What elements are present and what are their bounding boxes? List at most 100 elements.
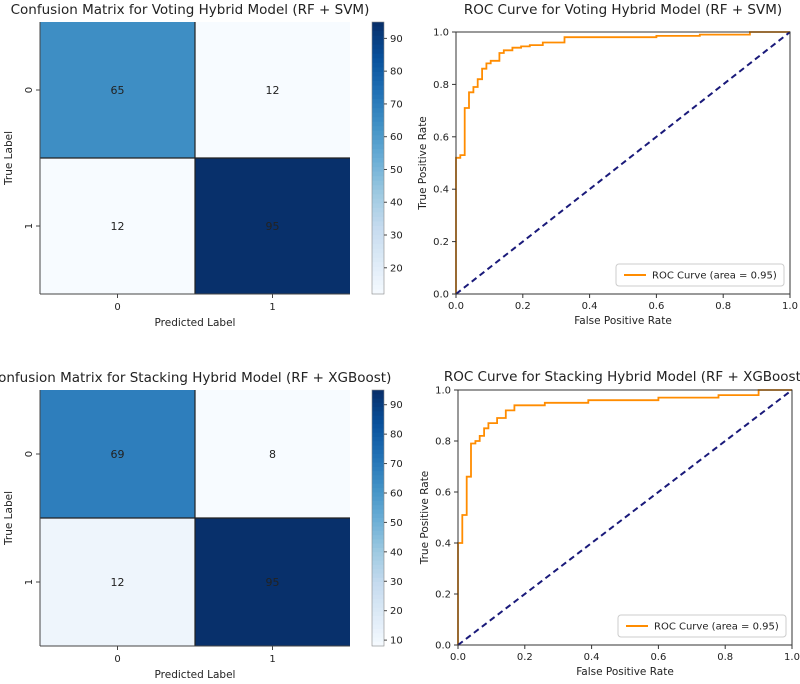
x-axis-label: False Positive Rate [576,666,674,678]
colorbar-segment [372,428,384,434]
colorbar-segment [372,624,384,630]
y-tick-label: 1 [24,223,35,229]
colorbar-tick-label: 60 [390,488,403,499]
colorbar-tick-label: 70 [390,99,403,110]
matrix-cell [195,390,350,518]
colorbar-tick-label: 20 [390,263,403,274]
legend-label: ROC Curve (area = 0.95) [654,622,779,633]
x-tick-label: 0.6 [648,301,664,312]
colorbar-segment [372,58,384,64]
colorbar-segment [372,432,384,438]
colorbar-segment [372,436,384,442]
colorbar-segment [372,530,384,536]
y-tick-label: 1.0 [433,28,449,39]
colorbar-segment [372,407,384,412]
x-tick-label: 0.6 [650,652,666,663]
colorbar-segment [372,171,384,177]
colorbar-segment [372,212,384,218]
colorbar-segment [372,126,384,132]
colorbar-segment [372,633,384,639]
x-tick-label: 0.2 [517,652,533,663]
colorbar-segment [372,117,384,123]
colorbar-segment [372,462,384,468]
y-axis-label: True Positive Rate [417,116,429,211]
x-axis-label: Predicted Label [155,669,236,681]
colorbar-tick-label: 60 [390,132,403,143]
colorbar-segment [372,99,384,105]
colorbar-segment [372,144,384,150]
colorbar-segment [372,394,384,400]
colorbar-segment [372,607,384,613]
colorbar-segment [372,454,384,459]
colorbar-segment [372,458,384,464]
colorbar-segment [372,85,384,91]
colorbar-segment [372,445,384,451]
colorbar-segment [372,569,384,575]
y-tick-label: 0.6 [435,488,451,499]
y-tick-label: 0.8 [435,437,451,448]
colorbar-segment [372,402,384,408]
colorbar-segment [372,198,384,204]
chart-title: ROC Curve for Stacking Hybrid Model (RF … [444,369,800,385]
y-tick-label: 0.0 [433,290,449,301]
colorbar: 10 20 30 40 50 60 70 80 90 [371,389,403,647]
x-tick-label: 1 [269,302,275,313]
matrix-cell [195,22,350,158]
colorbar-segment [372,560,384,566]
colorbar-frame [371,389,385,647]
colorbar-segment [372,573,384,579]
chart-title: Confusion Matrix for Voting Hybrid Model… [11,2,370,18]
cell-value: 69 [111,448,125,461]
colorbar-segment [372,158,384,164]
colorbar-segment [372,441,384,447]
cell-value: 8 [269,448,276,461]
colorbar-segment [372,253,384,259]
colorbar-segment [372,289,384,295]
colorbar-segment [372,139,384,145]
x-tick-label: 0.4 [584,652,600,663]
colorbar-segment [372,235,384,241]
colorbar-segment [372,522,384,528]
colorbar-segment [372,475,384,481]
colorbar-segment [372,49,384,55]
colorbar-segment [372,552,384,557]
colorbar-segment [372,257,384,263]
colorbar-segment [372,424,384,429]
cell-value: 95 [266,576,280,589]
roc-curve-line [457,389,792,645]
colorbar-segment [372,641,384,647]
colorbar-segment [372,103,384,109]
colorbar-segment [372,262,384,268]
cell-value: 12 [111,576,125,589]
x-tick-label: 1.0 [784,652,800,663]
colorbar-tick-label: 40 [390,547,403,558]
colorbar-segment [372,611,384,617]
colorbar-segment [372,564,384,570]
colorbar-segment [372,153,384,159]
colorbar-segment [372,415,384,421]
x-axis-label: Predicted Label [155,317,236,329]
colorbar-segment [372,582,384,587]
colorbar-segment [372,35,384,41]
y-tick-label: 0.2 [435,590,451,601]
y-tick-label: 0.2 [433,237,449,248]
colorbar-segment [372,80,384,87]
legend: ROC Curve (area = 0.95) [615,263,785,287]
colorbar-segment [372,449,384,455]
colorbar-segment [372,176,384,182]
x-tick-label: 0.8 [715,301,731,312]
y-axis-label: True Positive Rate [419,471,431,566]
chance-diagonal-line [455,31,791,295]
x-tick-label: 1 [269,654,275,665]
x-tick-label: 0.8 [717,652,733,663]
colorbar-tick-label: 30 [390,577,403,588]
cell-value: 65 [111,84,125,97]
colorbar-segment [372,513,384,519]
colorbar-segment [372,31,384,37]
chart-title: Confusion Matrix for Stacking Hybrid Mod… [0,370,391,386]
plot-frame [455,31,791,295]
colorbar-segment [372,599,384,604]
colorbar-tick-label: 30 [390,231,403,242]
colorbar-segment [372,90,384,96]
colorbar-segment [372,280,384,286]
